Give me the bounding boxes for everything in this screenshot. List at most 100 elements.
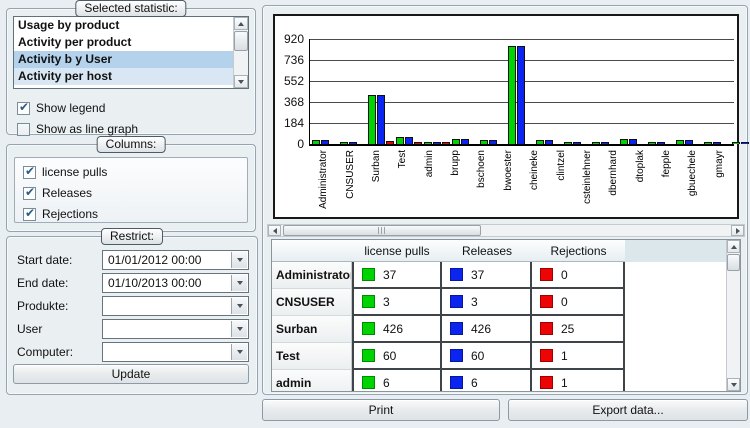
scroll-up-icon[interactable] (234, 17, 248, 30)
scroll-thumb[interactable] (234, 31, 248, 51)
print-button[interactable]: Print (262, 399, 500, 421)
dropdown-button[interactable] (231, 275, 247, 291)
dropdown-button[interactable] (231, 344, 247, 360)
license-pulls-bar[interactable] (396, 137, 404, 144)
statistic-list-item[interactable]: Activity per product (18, 35, 132, 49)
table-header-cell[interactable]: license pulls (364, 244, 430, 258)
Releases-bar[interactable] (601, 142, 609, 144)
Releases-bar[interactable] (405, 137, 413, 144)
combo-input[interactable] (102, 342, 249, 362)
table-row[interactable]: Test 60 60 1 (272, 343, 726, 370)
statistic-list-item[interactable]: Activity per host (14, 68, 233, 85)
license-pulls-bar[interactable] (508, 46, 516, 144)
restrict-field-row: User (13, 319, 249, 339)
license-pulls-bar[interactable] (648, 142, 656, 144)
license-pulls-bar[interactable] (704, 142, 712, 144)
x-axis-category-label: bwoester (502, 150, 514, 191)
bar-group (619, 39, 647, 144)
Releases-bar[interactable] (573, 142, 581, 144)
column-checkbox[interactable]: Rejections (23, 206, 98, 222)
show-legend-checkbox[interactable]: Show legend (17, 100, 105, 116)
column-checkbox[interactable]: Releases (23, 185, 92, 201)
Releases-bar[interactable] (685, 140, 693, 144)
scroll-right-icon[interactable] (731, 225, 744, 236)
license-pulls-bar[interactable] (536, 140, 544, 144)
bar-group (367, 39, 395, 144)
license-pulls-bar[interactable] (732, 142, 740, 144)
x-label-slot: brupp (443, 148, 469, 215)
license-pulls-bar[interactable] (340, 142, 348, 144)
table-data-cell: 426 (442, 316, 532, 343)
Releases-bar[interactable] (713, 142, 721, 144)
license-pulls-bar[interactable] (368, 95, 376, 144)
show-legend-label: Show legend (36, 101, 106, 115)
Rejections-bar[interactable] (386, 141, 394, 144)
license-pulls-bar[interactable] (676, 140, 684, 144)
dropdown-button[interactable] (231, 321, 247, 337)
license-pulls-bar[interactable] (564, 142, 572, 144)
checkbox-icon[interactable] (17, 122, 30, 136)
Releases-bar[interactable] (741, 142, 749, 144)
Releases-bar[interactable] (461, 139, 469, 144)
dropdown-button[interactable] (231, 252, 247, 268)
table-header-cell[interactable]: Rejections (550, 244, 607, 258)
table-header-cell[interactable]: Releases (461, 244, 513, 258)
bar-chart: 920 736 552 368 184 0 Administrator CNSUSER Surb… (273, 14, 749, 219)
license-pulls-bar[interactable] (620, 139, 628, 144)
scroll-thumb[interactable] (727, 254, 740, 271)
combo-input[interactable]: 01/10/2013 00:00 (102, 273, 249, 293)
x-label-slot: Surban (364, 148, 390, 215)
Releases-bar[interactable] (377, 95, 385, 144)
license-pulls-bar[interactable] (424, 142, 432, 144)
table-row[interactable]: CNSUSER 3 3 0 (272, 289, 726, 316)
update-button[interactable]: Update (13, 364, 249, 384)
Releases-bar[interactable] (657, 142, 665, 144)
checkbox-icon[interactable] (23, 185, 36, 200)
Rejections-bar[interactable] (414, 142, 422, 144)
license-pulls-bar[interactable] (592, 142, 600, 144)
table-row[interactable]: Surban 426 426 25 (272, 316, 726, 343)
checkbox-icon[interactable] (17, 100, 30, 115)
Releases-bar[interactable] (517, 46, 525, 144)
x-label-slot: bschoen (469, 148, 495, 215)
Releases-bar[interactable] (321, 140, 329, 144)
statistic-list-item[interactable]: Activity b y User (14, 51, 233, 68)
column-checkbox[interactable]: license pulls (23, 164, 107, 180)
scroll-down-icon[interactable] (727, 378, 740, 391)
chart-horizontal-scrollbar[interactable] (267, 224, 745, 237)
scroll-left-icon[interactable] (268, 225, 281, 236)
Releases-bar[interactable] (433, 142, 441, 144)
scroll-thumb[interactable] (283, 225, 481, 236)
export-data-button[interactable]: Export data... (508, 399, 748, 421)
y-axis-line (309, 39, 310, 145)
Rejections-bar[interactable] (442, 142, 450, 144)
statistic-list-item[interactable]: Usage by product (18, 18, 120, 32)
checkbox-icon[interactable] (23, 206, 36, 221)
statistic-list-scrollbar[interactable] (233, 17, 248, 88)
combo-input[interactable] (102, 319, 249, 339)
table-header-cell[interactable] (272, 240, 352, 262)
scroll-up-icon[interactable] (727, 240, 740, 253)
scroll-down-icon[interactable] (234, 75, 248, 88)
print-button-label: Print (368, 403, 394, 417)
Releases-bar[interactable] (489, 140, 497, 144)
table-row[interactable]: admin 6 6 1 (272, 370, 726, 391)
license-pulls-bar[interactable] (312, 140, 320, 144)
x-axis-category-label: CNSUSER (344, 150, 356, 199)
Releases-bar[interactable] (349, 142, 357, 144)
Releases-bar[interactable] (629, 139, 637, 144)
license-pulls-bar[interactable] (480, 140, 488, 144)
checkbox-icon[interactable] (23, 164, 36, 179)
show-line-graph-checkbox[interactable]: Show as line graph (17, 121, 138, 137)
table-data-cell: 1 (532, 370, 625, 391)
combo-input[interactable] (102, 296, 249, 316)
dropdown-button[interactable] (231, 298, 247, 314)
table-row[interactable]: Administrator 37 37 0 (272, 262, 726, 289)
license-pulls-bar[interactable] (452, 139, 460, 144)
Releases-bar[interactable] (545, 140, 553, 144)
table-scrollbar[interactable] (726, 240, 740, 391)
combo-input[interactable]: 01/01/2012 00:00 (102, 250, 249, 270)
statistic-listbox[interactable]: Usage by product Activity per product Acti… (13, 16, 249, 89)
bar-group (339, 39, 367, 144)
